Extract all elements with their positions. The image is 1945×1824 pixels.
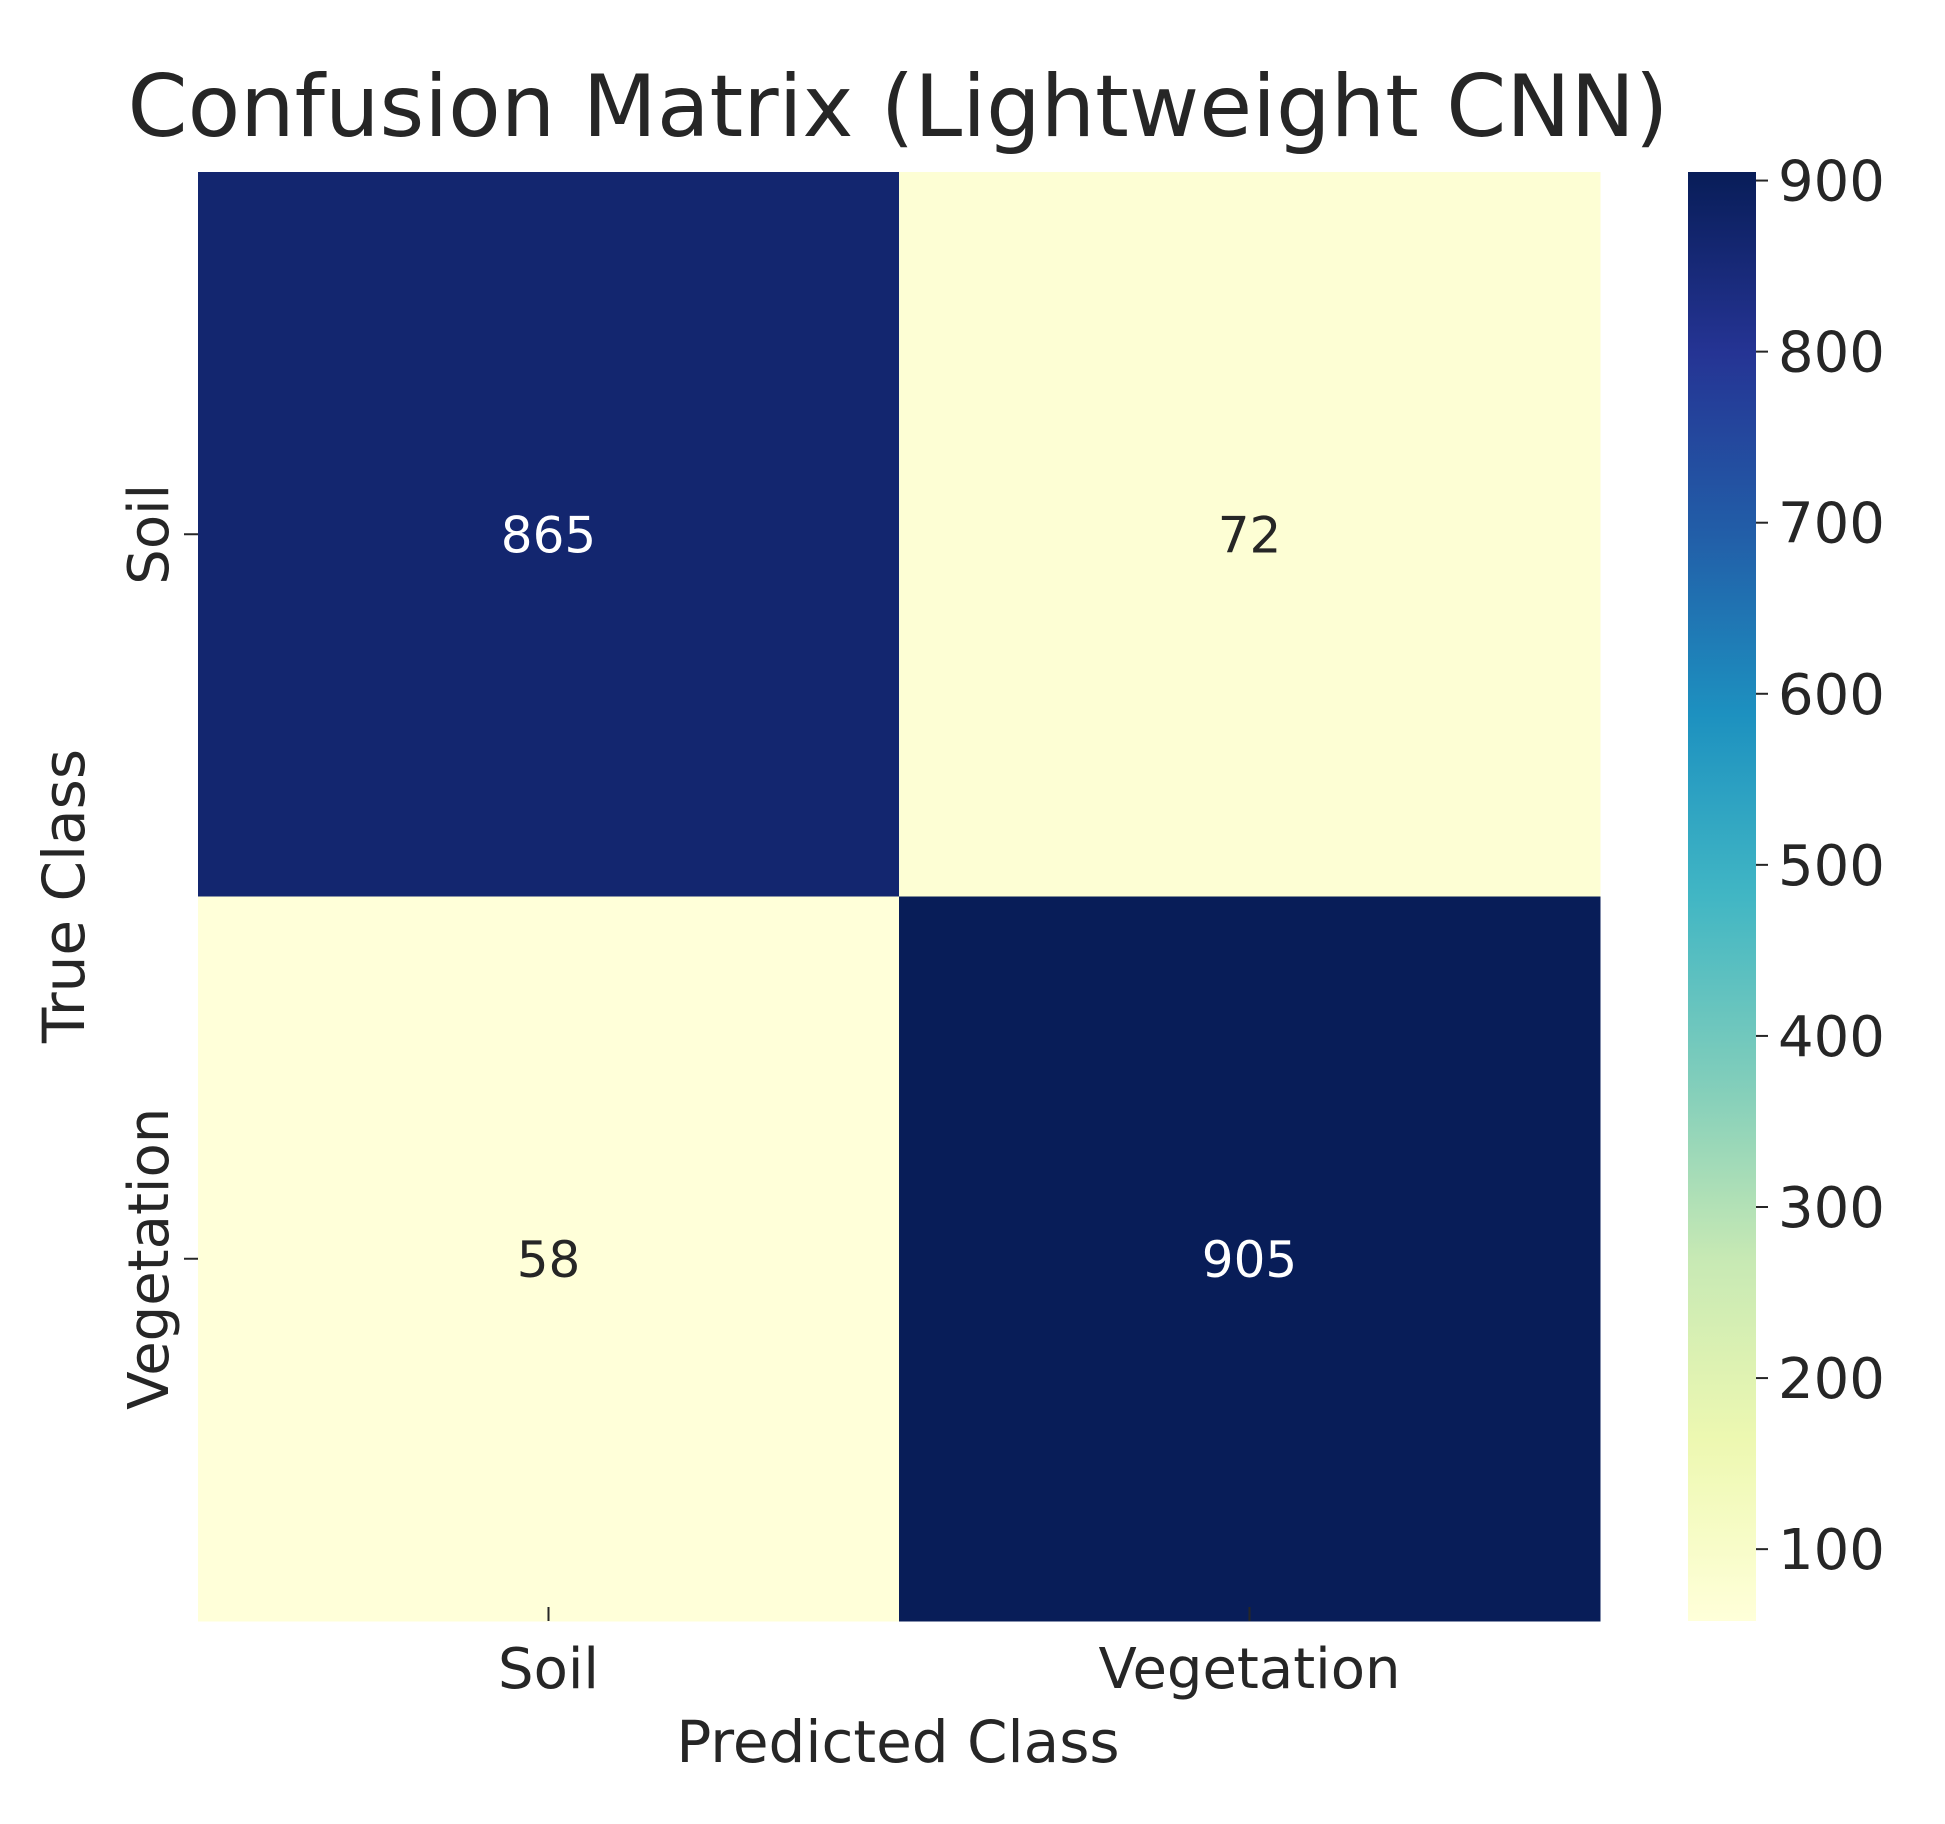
y-axis-label: True Class: [30, 749, 98, 1044]
heatmap-cell-labels: 865 72 58 905: [501, 506, 1297, 1289]
y-tick-label: Vegetation: [117, 1108, 182, 1410]
colorbar-tick-label: 700: [1778, 492, 1885, 557]
heatmap-cell: [198, 896, 900, 1622]
colorbar-tick-label: 400: [1778, 1005, 1885, 1070]
heatmap-cell: [899, 896, 1601, 1622]
colorbar-tick-label: 800: [1778, 321, 1885, 386]
colorbar-tick-label: 300: [1778, 1176, 1885, 1241]
x-axis-tick-labels: Soil Vegetation: [498, 1637, 1400, 1702]
heatmap-cell: [198, 172, 900, 897]
axis-ticks: [184, 533, 1251, 1621]
chart-title: Confusion Matrix (Lightweight CNN): [128, 57, 1669, 157]
x-axis-label: Predicted Class: [676, 1708, 1119, 1776]
colorbar-tick-label: 600: [1778, 663, 1885, 728]
heatmap-cells: [198, 172, 1601, 1622]
x-tick-label: Soil: [498, 1637, 599, 1702]
x-tick-label: Vegetation: [1099, 1637, 1401, 1702]
cell-value-label: 905: [1202, 1231, 1297, 1289]
cell-value-label: 865: [501, 506, 596, 564]
colorbar-ticks: 100 200 300 400 500 600 700 800 900: [1756, 150, 1885, 1583]
cell-value-label: 72: [1218, 506, 1282, 564]
cell-value-label: 58: [517, 1231, 581, 1289]
y-axis-tick-labels: Soil Vegetation: [117, 484, 182, 1410]
colorbar: [1688, 172, 1756, 1621]
colorbar-tick-label: 200: [1778, 1347, 1885, 1412]
y-tick-label: Soil: [117, 484, 182, 585]
heatmap-cell: [899, 172, 1601, 897]
colorbar-tick-label: 100: [1778, 1518, 1885, 1583]
colorbar-tick-label: 900: [1778, 150, 1885, 215]
colorbar-tick-label: 500: [1778, 834, 1885, 899]
